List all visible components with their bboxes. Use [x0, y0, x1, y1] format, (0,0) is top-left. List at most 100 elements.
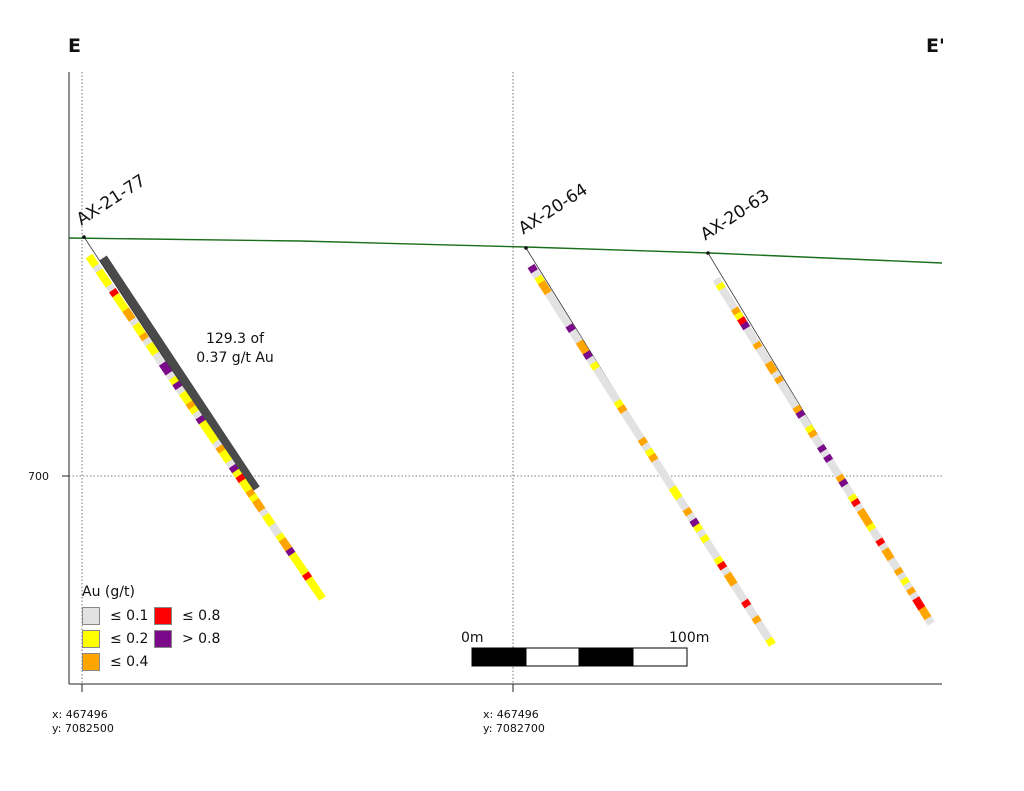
assay-interval — [132, 322, 143, 333]
assay-interval — [918, 606, 929, 616]
assay-interval — [887, 556, 898, 567]
assay-interval — [148, 346, 160, 357]
assay-interval — [138, 331, 150, 342]
assay-interval — [899, 576, 911, 587]
assay-interval — [572, 334, 583, 345]
assay-interval — [856, 507, 868, 518]
assay-interval — [641, 442, 652, 453]
assay-interval — [175, 385, 186, 396]
assay-interval — [651, 458, 663, 469]
scale-bar — [471, 647, 688, 667]
assay-interval — [258, 507, 270, 518]
assay-interval — [162, 366, 173, 377]
assay-interval — [718, 286, 729, 297]
assay-interval — [866, 522, 877, 533]
assay-interval — [99, 273, 110, 284]
scale-segment — [632, 647, 688, 667]
scale-segment — [578, 647, 634, 667]
assay-interval — [158, 361, 170, 372]
assay-interval — [135, 327, 146, 338]
section-label-left: E — [68, 35, 81, 57]
assay-interval — [682, 506, 694, 518]
assay-interval — [242, 483, 253, 494]
assay-interval — [783, 389, 794, 400]
legend-item: ≤ 0.1 — [82, 606, 154, 625]
assay-interval — [692, 523, 704, 534]
assay-interval — [841, 483, 852, 494]
assay-interval — [208, 434, 220, 445]
assay-interval — [720, 566, 732, 577]
assay-interval — [734, 311, 745, 322]
assay-interval — [534, 274, 546, 285]
assay-interval — [155, 356, 166, 367]
assay-interval — [737, 316, 748, 326]
assay-interval — [599, 377, 611, 388]
legend-swatch — [82, 652, 100, 671]
assay-interval — [198, 419, 210, 430]
assay-interval — [893, 566, 905, 577]
assay-interval — [727, 577, 738, 588]
scale-segment — [471, 647, 527, 667]
assay-interval — [731, 306, 742, 317]
assay-interval — [278, 537, 290, 548]
intercept-grade: 0.37 g/t Au — [196, 350, 274, 366]
assay-interval — [122, 307, 133, 318]
assay-interval — [308, 581, 320, 592]
legend: Au (g/t) ≤ 0.1 ≤ 0.8 ≤ 0.2 > 0.8 ≤ 0.4 — [82, 584, 226, 673]
assay-interval — [95, 268, 107, 279]
legend-label: > 0.8 — [182, 630, 221, 647]
coord-x: x: 467496 — [52, 708, 108, 721]
assay-interval — [527, 263, 539, 275]
assay-interval — [288, 551, 300, 562]
assay-interval — [730, 582, 742, 593]
assay-interval — [710, 550, 721, 561]
assay-interval — [617, 404, 628, 415]
assay-interval — [909, 591, 920, 602]
assay-interval — [634, 431, 645, 442]
assay-interval — [765, 636, 776, 647]
legend-title: Au (g/t) — [82, 584, 135, 600]
assay-interval — [721, 291, 733, 302]
assay-interval — [890, 561, 901, 572]
assay-interval — [298, 566, 310, 577]
assay-interval — [689, 517, 701, 528]
coord-label-middle: x: 467496 y: 7082700 — [483, 708, 545, 736]
scale-end-label: 100m — [669, 630, 710, 646]
assay-interval — [810, 434, 822, 444]
assay-interval — [105, 283, 117, 294]
assay-interval — [727, 301, 739, 312]
coord-y: y: 7082700 — [483, 722, 545, 735]
assay-interval — [295, 561, 306, 572]
scale-start-label: 0m — [461, 630, 484, 646]
assay-interval — [568, 328, 580, 339]
assay-interval — [606, 388, 618, 399]
assay-interval — [872, 532, 883, 543]
collar-marker — [524, 246, 528, 250]
assay-interval — [749, 335, 760, 346]
assay-interval — [758, 625, 769, 636]
assay-interval — [596, 371, 608, 383]
assay-interval — [798, 414, 809, 425]
legend-item: ≤ 0.8 — [154, 606, 226, 625]
assay-interval — [752, 340, 763, 351]
assay-interval — [826, 458, 837, 469]
assay-interval — [661, 474, 673, 485]
assay-interval — [832, 468, 843, 479]
assay-interval — [712, 276, 723, 287]
assay-interval — [853, 502, 865, 513]
assay-interval — [145, 341, 156, 352]
assay-interval — [613, 398, 625, 410]
assay-interval — [531, 269, 542, 280]
assay-interval — [128, 317, 140, 328]
assay-interval — [761, 631, 773, 642]
assay-interval — [172, 380, 183, 391]
assay-interval — [282, 542, 293, 552]
assay-interval — [648, 452, 659, 464]
assay-interval — [222, 454, 233, 465]
assay-interval — [89, 258, 100, 269]
assay-interval — [644, 447, 656, 458]
assay-interval — [215, 444, 226, 455]
collar-marker — [706, 251, 710, 255]
assay-interval — [777, 380, 788, 390]
assay-interval — [829, 463, 840, 474]
